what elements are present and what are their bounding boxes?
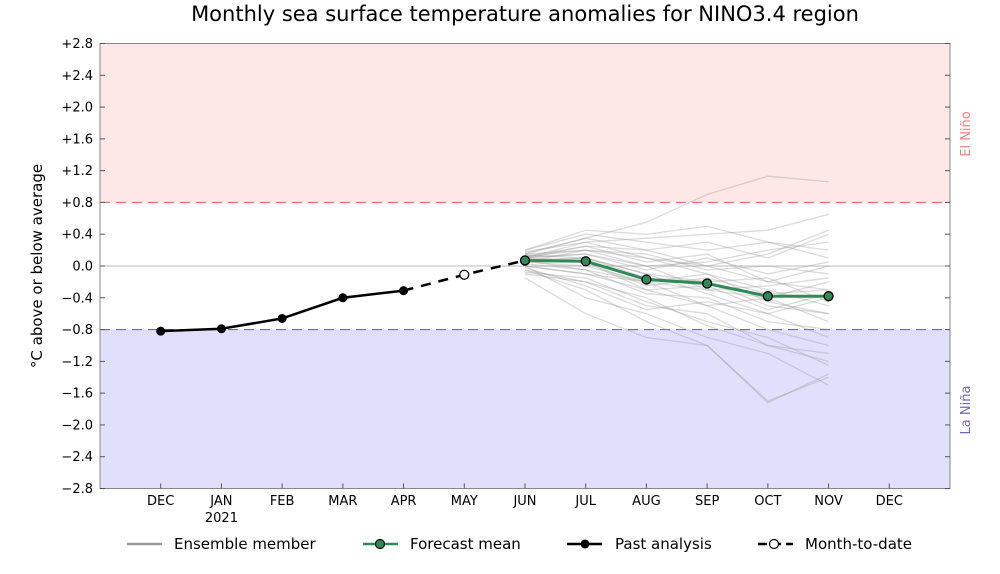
forecast-mean-point [701,278,713,289]
y-tick-label: +1.6 [61,132,93,147]
ensemble-member-line [524,254,829,303]
ensemble-member-line [524,262,829,331]
ensemble-member-line [524,253,829,291]
forecast-mean-point [641,274,652,285]
past-analysis-point [156,326,166,336]
ensemble-member-line [524,241,829,267]
x-tick-label: APR [391,494,417,509]
ensemble-member-line [524,213,829,259]
x-tick-label: DEC [147,494,174,509]
ensemble-member-line [524,271,829,366]
ensemble-member-line [524,225,829,259]
chart-title: Monthly sea surface temperature anomalie… [191,2,859,26]
legend-mtd-label: Month-to-date [805,535,912,553]
x-tick-label: OCT [754,494,781,509]
ensemble-member-line [524,259,829,315]
la-nina-label: La Niña [959,386,974,435]
x-tick-label: JUL [574,494,596,509]
ensemble-member-line [524,266,829,339]
x-tick-label: MAR [328,494,357,509]
ensemble-member-line [524,229,829,267]
past-analysis-point [277,313,287,323]
y-tick-label: −0.8 [61,323,93,338]
legend-forecast-label: Forecast mean [410,535,521,553]
y-tick-label: −0.4 [61,291,93,306]
y-tick-label: +1.2 [61,164,93,179]
x-tick-label: AUG [632,494,660,509]
ensemble-member-line [524,265,829,347]
y-tick-label: −2.8 [61,482,93,497]
x-tick-label: SEP [695,494,719,509]
ensemble-member-line [524,269,829,402]
past-analysis-point [399,286,409,296]
ensemble-member-line [524,245,829,283]
month-to-date-point [459,269,470,280]
ensemble-member-line [524,249,829,275]
y-tick-label: −2.0 [61,418,93,433]
ensemble-member-line [524,253,829,275]
y-tick-label: −2.4 [61,450,93,465]
y-tick-label: 0.0 [72,260,93,275]
ensemble-member-line [524,265,829,386]
la-nina-region [100,329,950,489]
forecast-mean-point [762,291,774,302]
y-tick-label: +2.8 [61,37,93,52]
x-tick-label: FEB [270,494,295,509]
legend-mtd-marker [768,538,780,550]
ensemble-member-line [524,241,829,307]
x-tick-label: JAN [209,494,232,509]
ensemble-member-line [524,273,829,362]
y-tick-label: +2.4 [61,69,93,84]
forecast-mean-point [519,255,531,266]
ensemble-member-line [524,233,829,259]
ensemble-member-line [524,175,829,255]
forecast-mean-line [524,258,829,298]
legend-past-marker [580,539,590,549]
ensemble-member-line [524,249,829,291]
ensemble-member-line [524,257,829,315]
x-tick-label: JUN [512,494,536,509]
past-analysis-point [338,293,348,303]
forecast-mean-point [580,256,591,267]
past-analysis-line [160,289,404,333]
legend-past-label: Past analysis [615,535,712,553]
y-axis-label: °C above or below average [28,164,46,368]
y-tick-label: +0.4 [61,228,93,243]
ensemble-member-line [524,233,829,251]
x-tick-label: MAY [451,494,478,509]
y-tick-label: −1.2 [61,355,93,370]
legend-ensemble-label: Ensemble member [174,535,317,553]
el-nino-region [100,43,950,203]
x-year-label: 2021 [205,511,238,526]
ensemble-member-line [524,257,829,315]
x-tick-label: NOV [814,494,843,509]
past-analysis-point [216,324,226,334]
forecast-mean-point [823,291,834,302]
y-tick-label: +0.8 [61,196,93,211]
y-tick-label: −1.6 [61,387,93,402]
el-nino-label: El Niño [959,111,974,157]
y-tick-label: +2.0 [61,101,93,116]
legend: Ensemble member Forecast mean Past analy… [127,535,912,553]
legend-forecast-marker [374,538,386,550]
ensemble-member-line [524,265,829,323]
x-tick-label: DEC [876,494,903,509]
ensemble-member-line [524,277,829,404]
ensemble-member-line [524,269,829,355]
